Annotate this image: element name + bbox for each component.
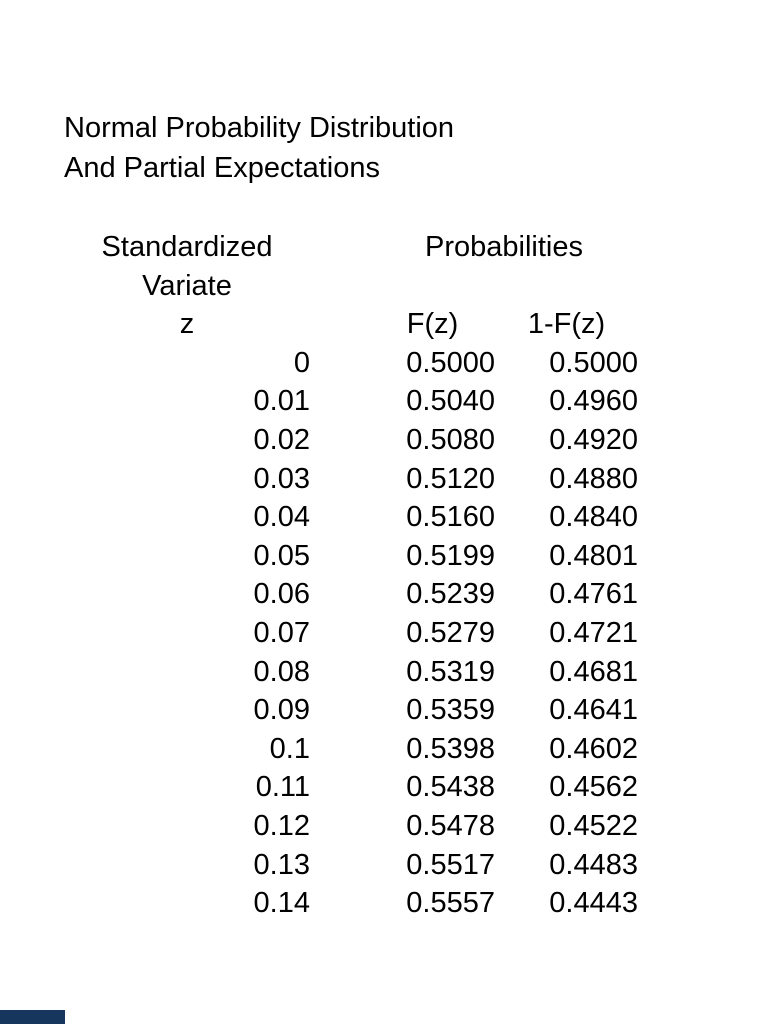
cell-z: 0.11 [255,771,310,804]
cell-z: 0.09 [253,694,310,727]
cell-one-minus-fz: 0.4443 [549,887,638,920]
cell-fz: 0.5120 [406,462,495,495]
cell-one-minus-fz: 0.4522 [549,809,638,842]
cell-one-minus-fz: 0.4920 [549,423,638,456]
table-row: 0.02 0.5080 0.4920 [64,421,638,460]
cell-z: 0.12 [253,809,310,842]
cell-one-minus-fz: 0.4840 [549,501,638,534]
document-title: Normal Probability Distribution And Part… [64,108,454,188]
cell-z: 0.04 [253,501,310,534]
cell-fz: 0.5279 [406,616,495,649]
table-row: 0.13 0.5517 0.4483 [64,846,638,885]
cell-z: 0.07 [253,616,310,649]
header-variate: Variate [142,269,232,302]
cell-z: 0.03 [253,462,310,495]
cell-fz: 0.5040 [406,385,495,418]
cell-fz: 0.5080 [406,423,495,456]
table-row: 0.12 0.5478 0.4522 [64,807,638,846]
cell-z: 0.08 [253,655,310,688]
cell-z: 0.14 [253,887,310,920]
table-row: 0.14 0.5557 0.4443 [64,884,638,923]
cell-z: 0.05 [253,539,310,572]
column-header-fz: F(z) [406,308,459,341]
table-row: 0.06 0.5239 0.4761 [64,575,638,614]
cell-one-minus-fz: 0.4641 [549,694,638,727]
column-header-z: z [179,308,195,341]
cell-fz: 0.5438 [406,771,495,804]
table-row: 0.03 0.5120 0.4880 [64,460,638,499]
header-probabilities: Probabilities [425,231,583,263]
corner-accent-bar [0,1010,65,1024]
cell-fz: 0.5319 [406,655,495,688]
cell-fz: 0.5000 [406,346,495,379]
table-row: 0.09 0.5359 0.4641 [64,691,638,730]
table-row: 0.11 0.5438 0.4562 [64,768,638,807]
cell-fz: 0.5239 [406,578,495,611]
cell-fz: 0.5557 [406,887,495,920]
table-row: 0.08 0.5319 0.4681 [64,653,638,692]
cell-one-minus-fz: 0.4681 [549,655,638,688]
cell-one-minus-fz: 0.4721 [549,616,638,649]
document-title-line1: Normal Probability Distribution [64,112,455,144]
cell-z: 0.01 [253,385,310,418]
cell-z: 0.13 [253,848,310,881]
cell-fz: 0.5160 [406,501,495,534]
probability-table: Standardized Probabilities Variate z F(z… [64,228,638,923]
cell-one-minus-fz: 0.4602 [549,732,638,765]
cell-one-minus-fz: 0.4960 [549,385,638,418]
table-row: 0.05 0.5199 0.4801 [64,537,638,576]
header-standardized: Standardized [101,231,273,263]
cell-fz: 0.5517 [406,848,495,881]
cell-one-minus-fz: 0.4483 [549,848,638,881]
cell-one-minus-fz: 0.4801 [549,539,638,572]
cell-fz: 0.5359 [406,694,495,727]
cell-z: 0.06 [253,578,310,611]
table-row: 0.1 0.5398 0.4602 [64,730,638,769]
cell-one-minus-fz: 0.5000 [549,346,638,379]
cell-one-minus-fz: 0.4761 [549,578,638,611]
cell-z: 0.02 [253,423,310,456]
document-title-line2: And Partial Expectations [64,152,380,184]
table-row: 0 0.5000 0.5000 [64,344,638,383]
cell-fz: 0.5478 [406,809,495,842]
cell-z: 0.1 [269,732,310,765]
table-column-header-row: z F(z) 1-F(z) [64,305,638,344]
table-group-header-row2: Variate [64,267,638,306]
table-row: 0.04 0.5160 0.4840 [64,498,638,537]
cell-one-minus-fz: 0.4562 [549,771,638,804]
cell-z: 0 [293,346,310,379]
table-row: 0.07 0.5279 0.4721 [64,614,638,653]
cell-fz: 0.5398 [406,732,495,765]
column-header-one-minus-fz: 1-F(z) [527,308,606,341]
cell-fz: 0.5199 [406,539,495,572]
table-body: 0 0.5000 0.5000 0.01 0.5040 0.4960 0.02 … [64,344,638,923]
cell-one-minus-fz: 0.4880 [549,462,638,495]
table-group-header-row: Standardized Probabilities [64,228,638,267]
table-row: 0.01 0.5040 0.4960 [64,382,638,421]
